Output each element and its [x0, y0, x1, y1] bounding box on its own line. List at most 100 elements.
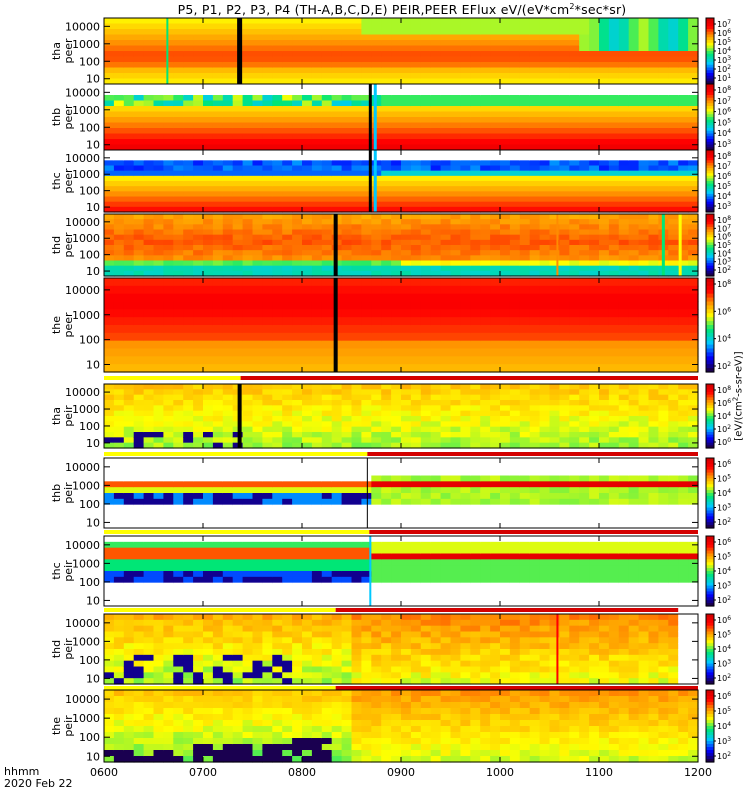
spectrogram-cell: [292, 191, 303, 198]
spectrogram-cell: [133, 133, 145, 140]
spectrogram-cell: [321, 51, 333, 58]
spectrogram-cell: [618, 34, 630, 41]
spectrogram-cell: [401, 278, 412, 287]
spectrogram-cell: [272, 437, 283, 444]
spectrogram-cell: [410, 432, 422, 438]
spectrogram-cell: [292, 150, 303, 156]
spectrogram-cell: [331, 384, 343, 390]
spectrogram-cell: [331, 498, 343, 506]
spectrogram-cell: [212, 206, 224, 213]
spectrogram-cell: [272, 481, 283, 488]
spectrogram-cell: [678, 84, 689, 91]
spectrogram-cell: [480, 139, 491, 146]
spectrogram-cell: [133, 155, 145, 161]
spectrogram-cell: [311, 170, 323, 177]
spectrogram-cell: [252, 389, 263, 396]
spectrogram-cell: [282, 432, 293, 438]
spectrogram-cell: [500, 239, 511, 246]
spectrogram-cell: [311, 128, 323, 135]
spectrogram-cell: [252, 458, 263, 465]
spectrogram-cell: [173, 186, 184, 192]
spectrogram-cell: [133, 416, 145, 422]
spectrogram-cell: [173, 410, 184, 417]
spectrogram-cell: [113, 421, 125, 428]
spectrogram-cell: [618, 51, 630, 58]
spectrogram-cell: [509, 186, 521, 192]
spectrogram-cell: [113, 95, 125, 102]
spectrogram-cell: [252, 89, 263, 96]
spectrogram-cell: [420, 165, 432, 172]
spectrogram-cell: [470, 155, 481, 161]
spectrogram-cell: [579, 40, 590, 47]
spectrogram-cell: [381, 67, 392, 74]
spectrogram-cell: [549, 100, 560, 107]
spectrogram-cell: [242, 487, 254, 494]
spectrogram-cell: [173, 270, 184, 277]
spectrogram-cell: [143, 181, 155, 187]
spectrogram-cell: [559, 128, 570, 135]
spectrogram-cell: [133, 160, 145, 167]
spectrogram-cell: [351, 309, 362, 318]
spectrogram-cell: [608, 394, 620, 401]
spectrogram-cell: [470, 301, 481, 310]
spectrogram-cell: [341, 481, 353, 488]
spectrogram-cell: [569, 67, 580, 74]
spectrogram-cell: [490, 463, 501, 471]
spectrogram-cell: [391, 150, 402, 156]
spectrogram-cell: [470, 133, 481, 140]
spectrogram-cell: [262, 128, 273, 135]
spectrogram-cell: [529, 469, 541, 477]
spectrogram-cell: [618, 206, 630, 213]
spectrogram-cell: [648, 229, 659, 236]
spectrogram-cell: [678, 175, 689, 182]
spectrogram-cell: [222, 356, 234, 365]
spectrogram-cell: [460, 384, 471, 390]
spectrogram-cell: [203, 170, 214, 177]
spectrogram-cell: [203, 186, 214, 192]
spectrogram-cell: [410, 196, 422, 203]
spectrogram-cell: [203, 56, 214, 63]
spectrogram-cell: [668, 332, 679, 342]
spectrogram-cell: [173, 498, 184, 506]
spectrogram-cell: [420, 219, 432, 225]
spectrogram-cell: [252, 133, 263, 140]
spectrogram-cell: [460, 416, 471, 422]
spectrogram-cell: [559, 394, 570, 401]
spectrogram-cell: [668, 144, 679, 151]
spectrogram-cell: [440, 111, 452, 118]
spectrogram-cell: [361, 410, 372, 417]
spectrogram-cell: [420, 421, 432, 428]
spectrogram-cell: [500, 356, 511, 365]
spectrogram-cell: [500, 34, 511, 41]
spectrogram-cell: [123, 426, 135, 433]
spectrogram-cell: [272, 139, 283, 146]
spectrogram-cell: [282, 73, 293, 80]
spectrogram-cell: [420, 301, 432, 310]
spectrogram-cell: [618, 348, 630, 357]
panel-4-cells: [104, 214, 699, 277]
spectrogram-cell: [401, 170, 412, 177]
spectrogram-cell: [519, 332, 531, 342]
spectrogram-cell: [341, 410, 353, 417]
spectrogram-cell: [480, 416, 491, 422]
spectrogram-cell: [549, 356, 560, 365]
spectrogram-cell: [123, 389, 135, 396]
spectrogram-cell: [519, 340, 531, 350]
spectrogram-cell: [638, 394, 650, 401]
spectrogram-cell: [272, 317, 283, 326]
spectrogram-cell: [668, 442, 679, 449]
spectrogram-cell: [321, 469, 333, 477]
spectrogram-cell: [539, 175, 551, 182]
spectrogram-cell: [212, 325, 224, 334]
spectrogram-cell: [153, 278, 164, 287]
spectrogram-cell: [549, 56, 560, 63]
spectrogram-cell: [450, 332, 461, 342]
spectrogram-cell: [391, 196, 402, 203]
spectrogram-cell: [183, 170, 194, 177]
spectrogram-cell: [391, 498, 402, 506]
spectrogram-cell: [490, 155, 501, 161]
spectrogram-cell: [123, 245, 135, 251]
spectrogram-cell: [302, 100, 313, 107]
spectrogram-cell: [311, 522, 323, 529]
spectrogram-cell: [500, 67, 511, 74]
